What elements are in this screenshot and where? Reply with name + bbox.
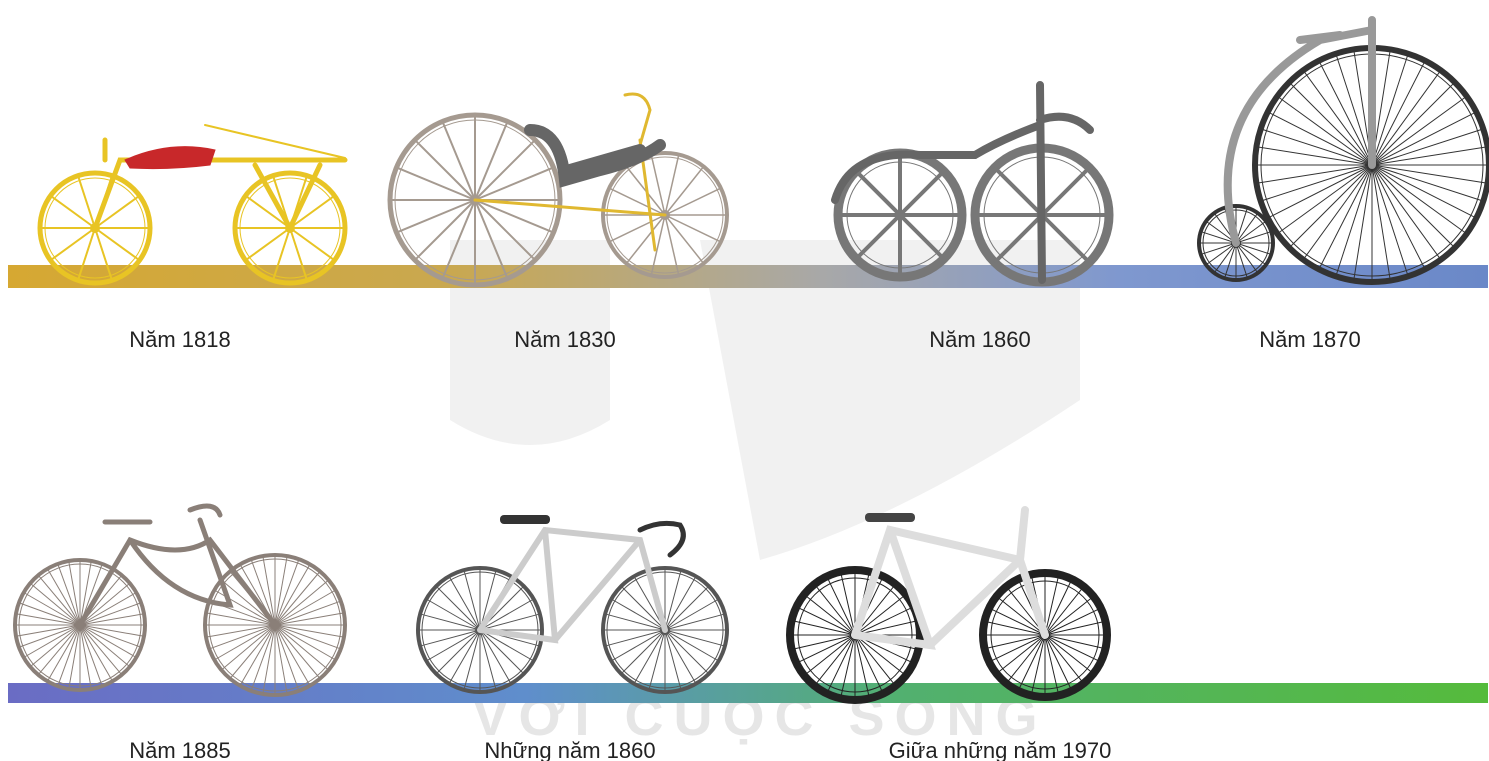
spoke [1303,70,1372,165]
spoke [665,570,681,630]
spoke [900,171,944,215]
frame [205,125,345,158]
spoke [1372,54,1408,165]
spoke [1372,165,1408,276]
spoke [665,188,721,215]
spoke [1277,96,1372,165]
spoke [1206,243,1236,265]
timeline: VỚI CUỘC SỐNG Năm 1818 Năm 1830 Năm 1860… [0,0,1489,761]
spoke [464,570,480,630]
spoke [609,215,665,242]
spoke [665,630,681,690]
year-label: Năm 1885 [129,738,231,761]
spoke [665,215,721,242]
spoke [51,228,95,260]
saddle [865,513,915,522]
year-label: Giữa những năm 1970 [889,738,1112,761]
spoke [420,614,480,630]
spoke [665,630,725,646]
spoke [856,171,900,215]
spoke [1201,243,1236,254]
spoke [420,630,480,646]
spoke [1042,168,1089,215]
year-label: Năm 1860 [929,327,1031,352]
spoke [1289,165,1372,248]
spoke [649,630,665,690]
spoke [1236,232,1271,243]
frame [125,147,215,169]
hub [895,210,905,220]
spoke [480,630,496,690]
spoke [290,228,334,260]
spoke [1372,96,1467,165]
spoke [1236,213,1258,243]
spoke [665,614,725,630]
spoke [1372,82,1455,165]
spoke [1372,70,1441,165]
spoke [1261,129,1372,165]
year-label: Năm 1830 [514,327,616,352]
saddle [500,515,550,524]
spoke [605,614,665,630]
spoke [1372,129,1483,165]
spoke [1261,165,1372,201]
spoke [78,176,95,228]
spoke [464,630,480,690]
spoke [475,140,535,200]
spoke [1277,165,1372,234]
spoke [1336,54,1372,165]
spoke [246,228,290,260]
spoke [1372,165,1467,234]
spoke [1303,165,1372,260]
spoke [1236,221,1266,243]
spoke [1372,165,1455,248]
timeline-bar-top [8,265,1488,288]
year-label: Năm 1818 [129,327,231,352]
spoke [415,140,475,200]
year-label: Những năm 1860 [484,738,655,761]
spoke [1372,165,1441,260]
frame [640,523,683,555]
spoke [51,196,95,228]
spoke [1236,243,1266,265]
spoke [1336,165,1372,276]
frame [480,530,665,640]
timeline-bar-bottom [8,683,1488,703]
spoke [95,228,139,260]
spoke [1236,243,1271,254]
spoke [1372,165,1483,201]
year-label: Năm 1870 [1259,327,1361,352]
spoke [1289,82,1372,165]
spoke [605,630,665,646]
spoke [995,168,1042,215]
